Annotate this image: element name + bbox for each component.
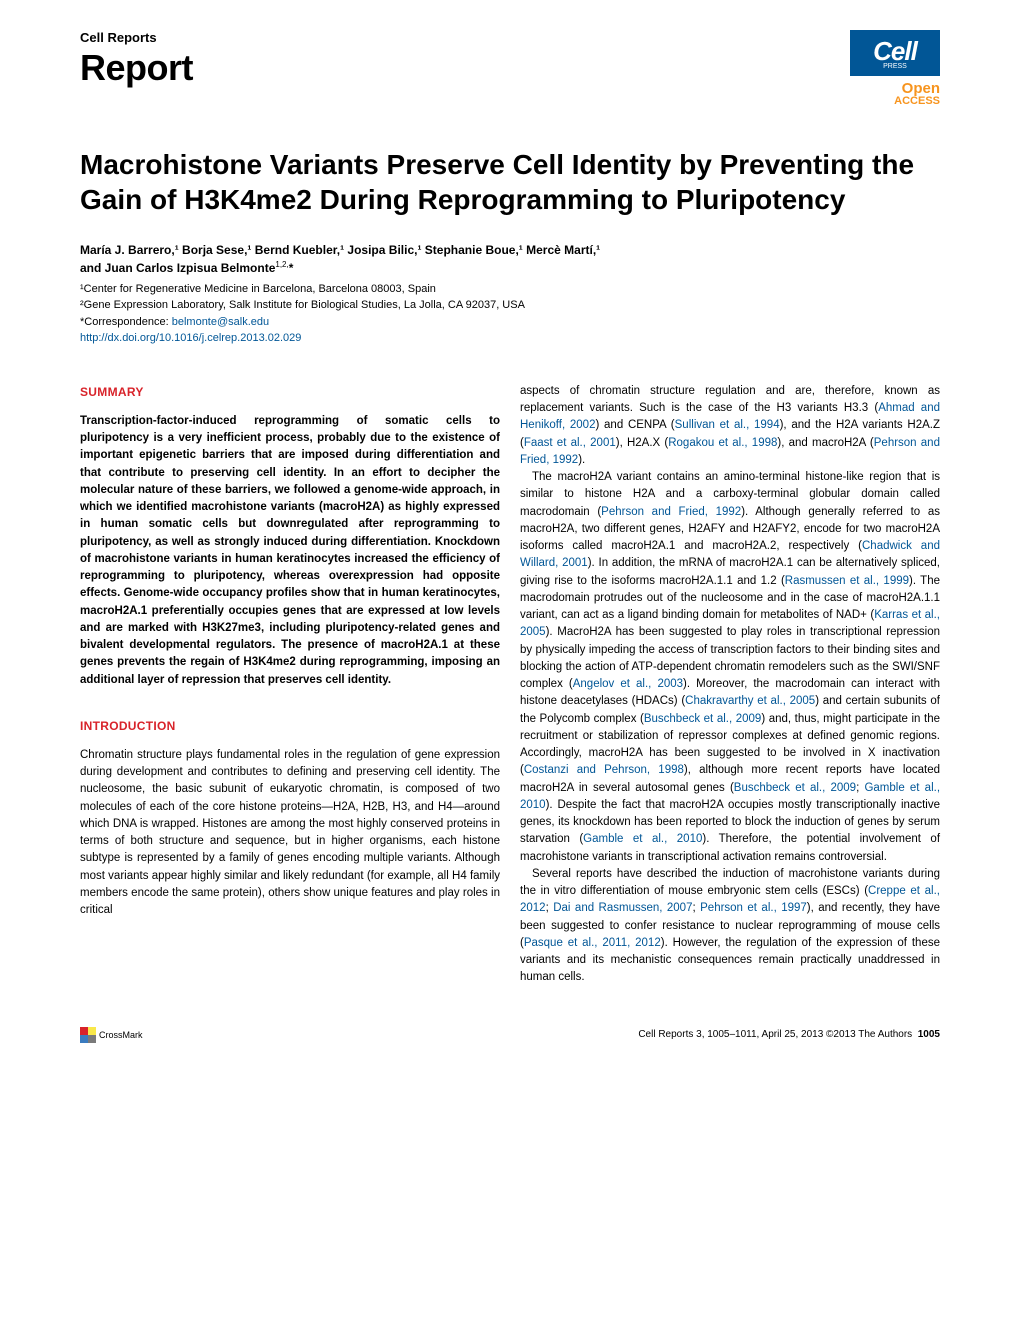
access-text: ACCESS xyxy=(850,97,940,107)
press-text: PRESS xyxy=(856,63,934,70)
summary-text: Transcription-factor-induced reprogrammi… xyxy=(80,413,500,689)
authors-block: María J. Barrero,¹ Borja Sese,¹ Bernd Ku… xyxy=(80,241,940,277)
ref-link[interactable]: Rasmussen et al., 1999 xyxy=(785,575,909,587)
affiliations-block: ¹Center for Regenerative Medicine in Bar… xyxy=(80,281,940,347)
left-column: SUMMARY Transcription-factor-induced rep… xyxy=(80,383,500,987)
correspondence: *Correspondence: belmonte@salk.edu xyxy=(80,314,940,331)
affil-1: ¹Center for Regenerative Medicine in Bar… xyxy=(80,281,940,298)
text: ). xyxy=(578,454,585,466)
ref-link[interactable]: Pehrson and Fried, 1992 xyxy=(601,506,741,518)
cell-press-badge: Cell PRESS xyxy=(850,30,940,76)
ref-link[interactable]: Sullivan et al., 1994 xyxy=(675,419,780,431)
ref-link[interactable]: Rogakou et al., 1998 xyxy=(668,437,777,449)
text: ), and macroH2A ( xyxy=(777,437,873,449)
article-title: Macrohistone Variants Preserve Cell Iden… xyxy=(80,147,940,217)
header-right: Cell PRESS Open ACCESS xyxy=(850,30,940,107)
right-column: aspects of chromatin structure regulatio… xyxy=(520,383,940,987)
affil-2: ²Gene Expression Laboratory, Salk Instit… xyxy=(80,297,940,314)
ref-link[interactable]: Costanzi and Pehrson, 1998 xyxy=(524,764,684,776)
crossmark-icon xyxy=(80,1027,96,1043)
page-number: 1005 xyxy=(918,1029,940,1040)
page-info: Cell Reports 3, 1005–1011, April 25, 201… xyxy=(638,1029,940,1040)
intro-text: Chromatin structure plays fundamental ro… xyxy=(80,747,500,920)
header-left: Cell Reports Report xyxy=(80,30,850,89)
footer: CrossMark Cell Reports 3, 1005–1011, Apr… xyxy=(80,1027,940,1043)
open-access-badge: Open ACCESS xyxy=(850,80,940,107)
text: aspects of chromatin structure regulatio… xyxy=(520,385,940,414)
summary-heading: SUMMARY xyxy=(80,383,500,401)
ref-link[interactable]: Gamble et al., 2010 xyxy=(583,833,702,845)
journal-name: Cell Reports xyxy=(80,30,850,45)
authors-line1: María J. Barrero,¹ Borja Sese,¹ Bernd Ku… xyxy=(80,243,600,257)
ref-link[interactable]: Dai and Rasmussen, 2007 xyxy=(553,902,692,914)
text: ), H2A.X ( xyxy=(616,437,669,449)
authors-line2: and Juan Carlos Izpisua Belmonte xyxy=(80,261,275,275)
ref-link[interactable]: Buschbeck et al., 2009 xyxy=(734,782,856,794)
text: ; xyxy=(692,902,700,914)
crossmark-label: CrossMark xyxy=(99,1030,143,1040)
crossmark-badge[interactable]: CrossMark xyxy=(80,1027,143,1043)
col2-para1: aspects of chromatin structure regulatio… xyxy=(520,383,940,469)
ref-link[interactable]: Pehrson et al., 1997 xyxy=(700,902,807,914)
ref-link[interactable]: Angelov et al., 2003 xyxy=(573,678,683,690)
corr-email[interactable]: belmonte@salk.edu xyxy=(172,316,269,328)
corr-label: *Correspondence: xyxy=(80,316,172,328)
col2-para2: The macroH2A variant contains an amino-t… xyxy=(520,469,940,866)
author-star: * xyxy=(289,261,294,275)
ref-link[interactable]: Chakravarthy et al., 2005 xyxy=(685,695,815,707)
citation: Cell Reports 3, 1005–1011, April 25, 201… xyxy=(638,1029,912,1040)
intro-heading: INTRODUCTION xyxy=(80,717,500,735)
col2-para3: Several reports have described the induc… xyxy=(520,866,940,987)
author-sup2: 1,2, xyxy=(275,260,288,269)
ref-link[interactable]: Faast et al., 2001 xyxy=(524,437,616,449)
text: ) and CENPA ( xyxy=(595,419,674,431)
ref-link[interactable]: Buschbeck et al., 2009 xyxy=(644,713,761,725)
header-row: Cell Reports Report Cell PRESS Open ACCE… xyxy=(80,30,940,107)
cell-logo-text: Cell xyxy=(873,36,917,66)
doi-link[interactable]: http://dx.doi.org/10.1016/j.celrep.2013.… xyxy=(80,330,940,347)
content-columns: SUMMARY Transcription-factor-induced rep… xyxy=(80,383,940,987)
ref-link[interactable]: Pasque et al., 2011, 2012 xyxy=(524,937,661,949)
article-type: Report xyxy=(80,47,850,89)
